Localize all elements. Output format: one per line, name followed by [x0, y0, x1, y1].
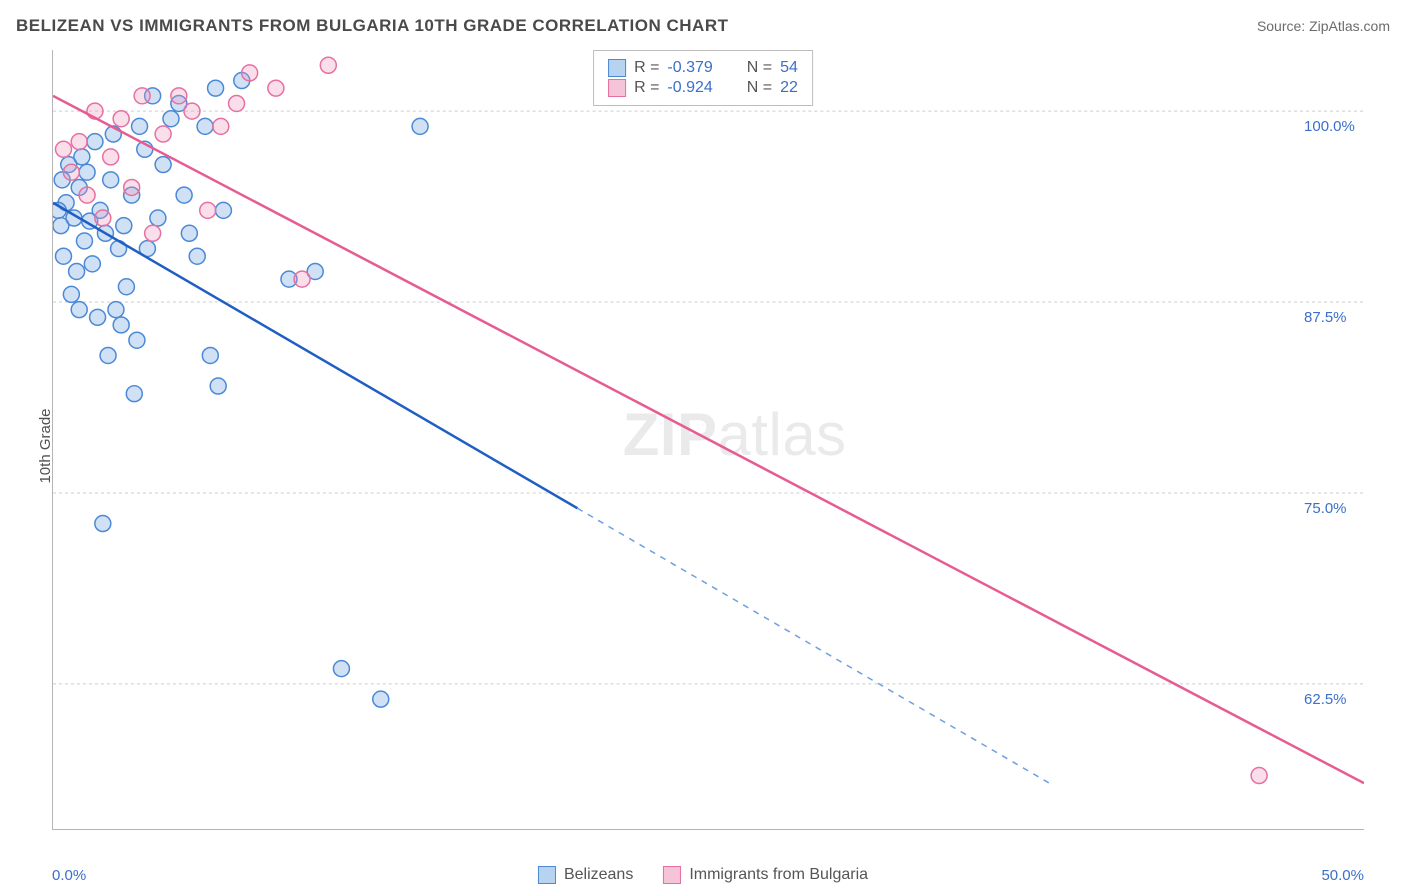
svg-text:62.5%: 62.5% — [1304, 691, 1346, 708]
source-label: Source: — [1257, 18, 1309, 34]
legend-square-icon — [538, 866, 556, 884]
plot-area: 62.5%75.0%87.5%100.0%ZIPatlas — [52, 50, 1364, 830]
x-axis-min-label: 0.0% — [52, 867, 86, 884]
r-value: -0.379 — [667, 59, 712, 77]
n-prefix: N = — [747, 59, 772, 77]
source-link[interactable]: ZipAtlas.com — [1309, 18, 1390, 34]
source-attribution: Source: ZipAtlas.com — [1257, 18, 1390, 34]
n-value: 54 — [780, 59, 798, 77]
series-legend-item: Belizeans — [538, 866, 633, 884]
x-axis-max-label: 50.0% — [1321, 867, 1364, 884]
svg-text:75.0%: 75.0% — [1304, 500, 1346, 517]
series-legend-item: Immigrants from Bulgaria — [663, 866, 868, 884]
r-prefix: R = — [634, 79, 659, 97]
n-value: 22 — [780, 79, 798, 97]
n-prefix: N = — [747, 79, 772, 97]
series-label: Immigrants from Bulgaria — [689, 866, 868, 884]
legend-square-icon — [608, 79, 626, 97]
r-value: -0.924 — [667, 79, 712, 97]
legend-square-icon — [663, 866, 681, 884]
stats-legend-row: R = -0.924 N = 22 — [608, 79, 798, 97]
legend-square-icon — [608, 59, 626, 77]
svg-text:87.5%: 87.5% — [1304, 309, 1346, 326]
series-label: Belizeans — [564, 866, 633, 884]
r-prefix: R = — [634, 59, 659, 77]
series-legend: Belizeans Immigrants from Bulgaria — [538, 866, 868, 884]
svg-text:100.0%: 100.0% — [1304, 118, 1355, 135]
stats-legend-row: R = -0.379 N = 54 — [608, 59, 798, 77]
chart-title: BELIZEAN VS IMMIGRANTS FROM BULGARIA 10T… — [16, 16, 729, 36]
stats-legend: R = -0.379 N = 54 R = -0.924 N = 22 — [593, 50, 813, 106]
